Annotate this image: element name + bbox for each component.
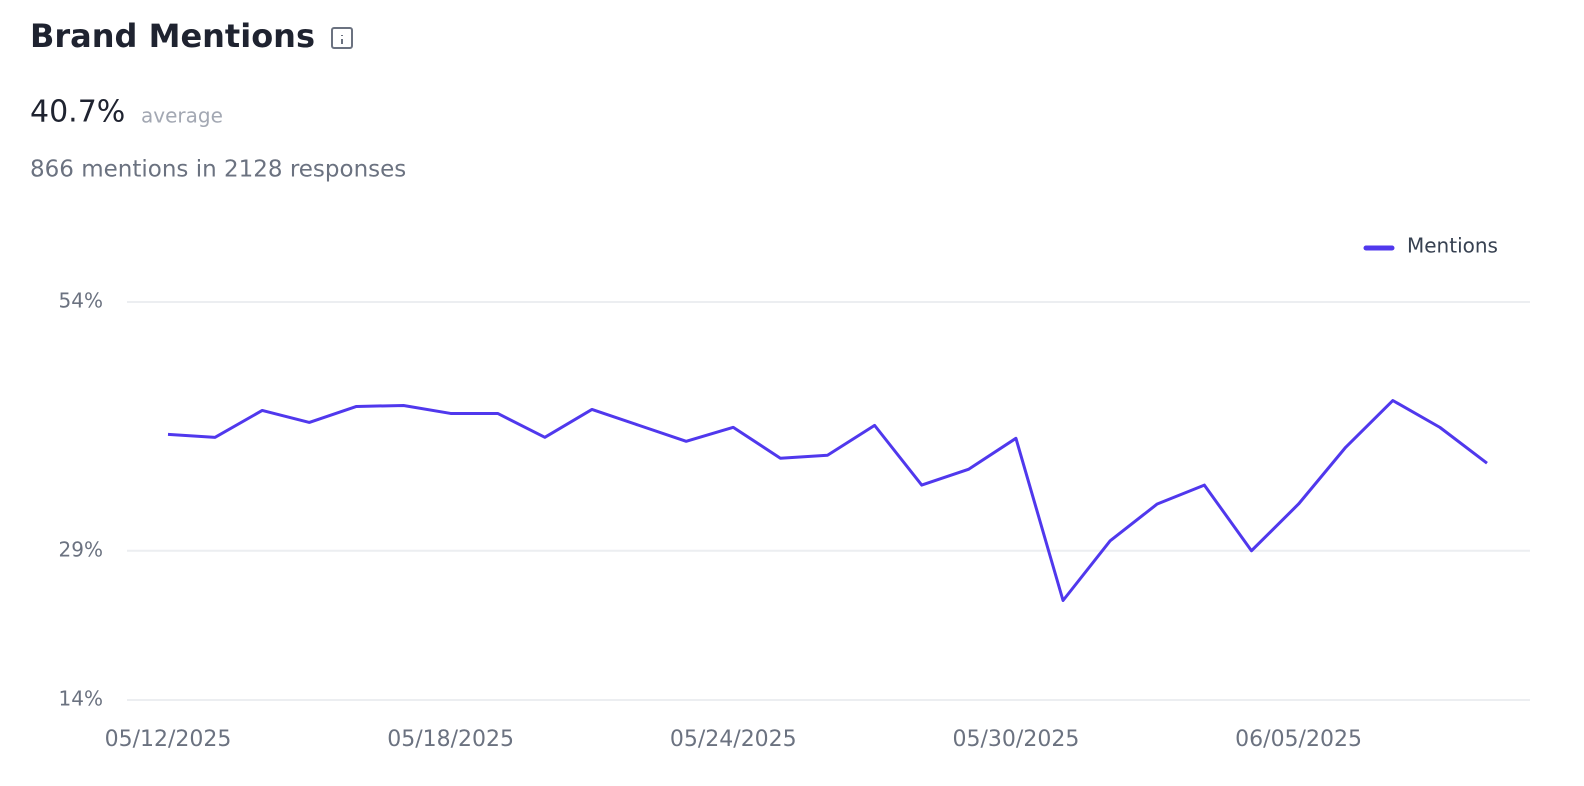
summary-label: average — [141, 104, 223, 128]
x-tick-label: 05/30/2025 — [953, 727, 1080, 752]
summary-value: 40.7% — [30, 95, 125, 130]
y-tick-label: 54% — [59, 289, 103, 313]
x-tick-label: 05/18/2025 — [387, 727, 514, 752]
subtitle: 866 mentions in 2128 responses — [30, 157, 406, 183]
data-line — [167, 399, 1488, 602]
y-tick-label: 29% — [59, 537, 103, 561]
y-tick-label: 14% — [59, 687, 103, 711]
info-icon[interactable] — [331, 27, 353, 49]
x-tick-label: 05/12/2025 — [105, 727, 232, 752]
x-tick-label: 06/05/2025 — [1235, 727, 1362, 752]
x-tick-label: 05/24/2025 — [670, 727, 797, 752]
chart-title: Brand Mentions — [30, 17, 315, 55]
legend-label: Mentions — [1407, 234, 1498, 258]
